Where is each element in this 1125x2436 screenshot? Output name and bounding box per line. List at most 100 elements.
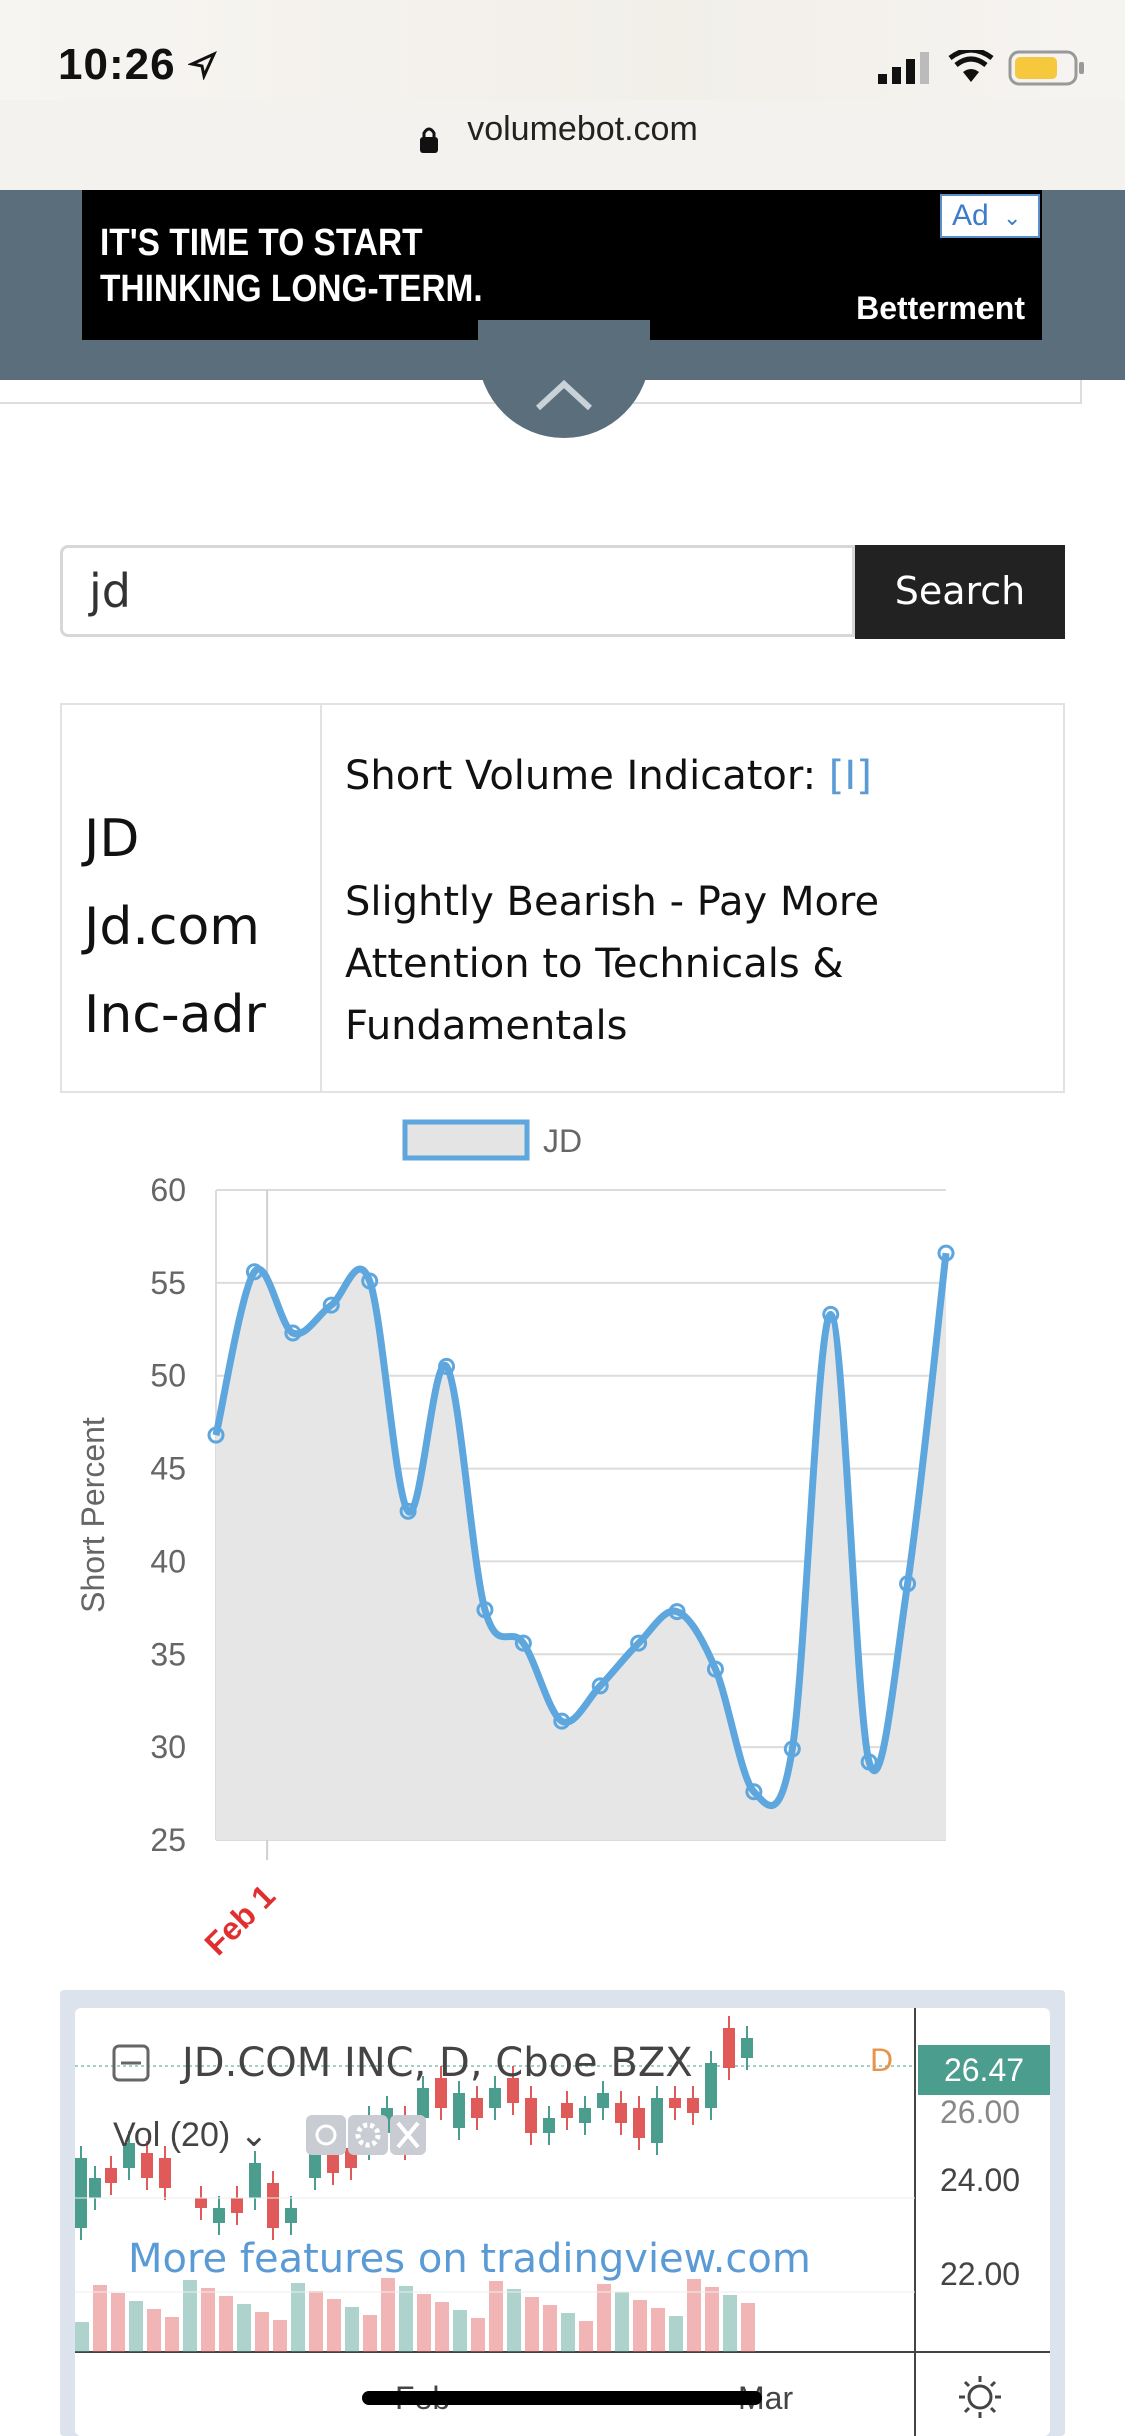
- candle: [327, 2153, 339, 2173]
- volume-bar: [345, 2307, 359, 2352]
- volume-bar: [417, 2294, 431, 2352]
- volume-bar: [435, 2302, 449, 2352]
- data-point: [438, 1357, 456, 1375]
- candle: [453, 2093, 465, 2128]
- volume-bar: [507, 2289, 521, 2352]
- lock-icon: [420, 127, 438, 153]
- collapse-legend-icon[interactable]: [112, 2044, 152, 2084]
- indicator-cell: Short Volume Indicator: [I] Slightly Bea…: [345, 745, 1045, 1057]
- indicator-controls: [306, 2115, 426, 2155]
- url-bar[interactable]: volumebot.com: [0, 110, 1125, 149]
- search-button[interactable]: Search: [855, 545, 1065, 639]
- status-time: 10:26: [58, 40, 176, 89]
- series-area: [216, 1253, 946, 1840]
- candle: [543, 2118, 555, 2133]
- ticker-info-table: JD Jd.com Inc-adr Short Volume Indicator…: [60, 703, 1065, 1093]
- tradingview-more-features-link[interactable]: More features on tradingview.com: [128, 2236, 811, 2282]
- y-tick-label: 35: [150, 1636, 186, 1672]
- candle: [525, 2098, 537, 2133]
- volume-bar: [183, 2280, 197, 2352]
- ad-brand: Betterment: [856, 290, 1025, 326]
- candle: [75, 2158, 87, 2228]
- y-tick-label: 45: [150, 1451, 186, 1487]
- volume-bar: [165, 2317, 179, 2352]
- data-point: [553, 1712, 571, 1730]
- indicator-text: Slightly Bearish - Pay More Attention to…: [345, 879, 880, 1049]
- company-name-line1: Jd.com: [84, 897, 260, 957]
- location-icon: [188, 50, 218, 80]
- gear-icon[interactable]: [348, 2115, 388, 2155]
- legend-label: JD: [543, 1123, 582, 1159]
- candle: [417, 2088, 429, 2118]
- indicator-info-link[interactable]: [I]: [828, 753, 872, 799]
- candle: [309, 2148, 321, 2178]
- data-point: [361, 1272, 379, 1290]
- ticker-name-cell: JD Jd.com Inc-adr: [84, 795, 266, 1059]
- candle: [435, 2078, 447, 2108]
- candle: [89, 2178, 101, 2198]
- home-indicator: [362, 2391, 762, 2405]
- price-axis-label: 24.00: [940, 2162, 1021, 2198]
- data-point: [745, 1783, 763, 1801]
- data-point: [860, 1753, 878, 1771]
- price-axis-label: 26.00: [940, 2094, 1021, 2130]
- volume-bar: [651, 2308, 665, 2352]
- data-point: [706, 1660, 724, 1678]
- tradingview-symbol-title[interactable]: JD.COM INC, D, Cboe BZX: [182, 2040, 693, 2086]
- candle: [489, 2088, 501, 2108]
- data-point: [207, 1426, 225, 1444]
- data-point: [322, 1296, 340, 1314]
- candle: [741, 2038, 753, 2058]
- candle: [213, 2208, 225, 2223]
- volume-bar: [543, 2305, 557, 2352]
- legend-swatch: [402, 1119, 530, 1161]
- settings-sun-icon[interactable]: [955, 2372, 1005, 2422]
- volume-bar: [309, 2291, 323, 2352]
- ad-creative[interactable]: [82, 190, 1042, 340]
- data-point: [476, 1601, 494, 1619]
- ad-collapse-button[interactable]: [478, 320, 650, 438]
- eye-icon[interactable]: [306, 2115, 346, 2155]
- volume-bar: [381, 2278, 395, 2352]
- tradingview-interval: D: [870, 2042, 894, 2078]
- candle: [561, 2103, 573, 2118]
- candle: [105, 2168, 117, 2183]
- data-point: [668, 1603, 686, 1621]
- volume-bar: [273, 2320, 287, 2352]
- data-point: [783, 1740, 801, 1758]
- current-price-tag: 26.47: [918, 2045, 1050, 2095]
- chevron-up-icon: [535, 379, 593, 411]
- data-point: [399, 1502, 417, 1520]
- ticker-search-input[interactable]: jd: [60, 545, 855, 637]
- ad-choices-button[interactable]: Ad ⌄: [940, 194, 1040, 238]
- data-point: [937, 1244, 955, 1262]
- candle: [615, 2103, 627, 2123]
- volume-bar: [129, 2301, 143, 2352]
- y-tick-label: 30: [150, 1729, 186, 1765]
- short-percent-chart: JD 60 55 50 45 40 35 30 25 Feb 1 Short Percent: [75, 1119, 955, 1962]
- series-line: [212, 1252, 950, 1809]
- y-tick-label: 40: [150, 1543, 186, 1579]
- indicator-label: Short Volume Indicator:: [345, 753, 817, 799]
- candle: [159, 2158, 171, 2188]
- volume-bar: [741, 2303, 755, 2352]
- data-point: [514, 1634, 532, 1652]
- y-tick-label: 55: [150, 1265, 186, 1301]
- volume-bar: [255, 2312, 269, 2352]
- cellular-signal-icon: [878, 52, 929, 84]
- data-point: [284, 1324, 302, 1342]
- volume-indicator-label[interactable]: Vol (20) ⌄: [113, 2116, 269, 2154]
- candle: [471, 2098, 483, 2118]
- candle: [267, 2183, 279, 2228]
- battery-icon: [1008, 50, 1084, 86]
- volume-bar: [327, 2299, 341, 2352]
- volume-bar: [237, 2304, 251, 2352]
- data-point: [822, 1305, 840, 1323]
- company-name-line2: Inc-adr: [84, 985, 266, 1045]
- volume-bar: [687, 2279, 701, 2352]
- volume-bar: [93, 2285, 107, 2352]
- tradingview-widget[interactable]: [75, 2008, 1050, 2436]
- y-tick-label: 50: [150, 1358, 186, 1394]
- volume-bar: [399, 2286, 413, 2352]
- volume-bar: [147, 2309, 161, 2352]
